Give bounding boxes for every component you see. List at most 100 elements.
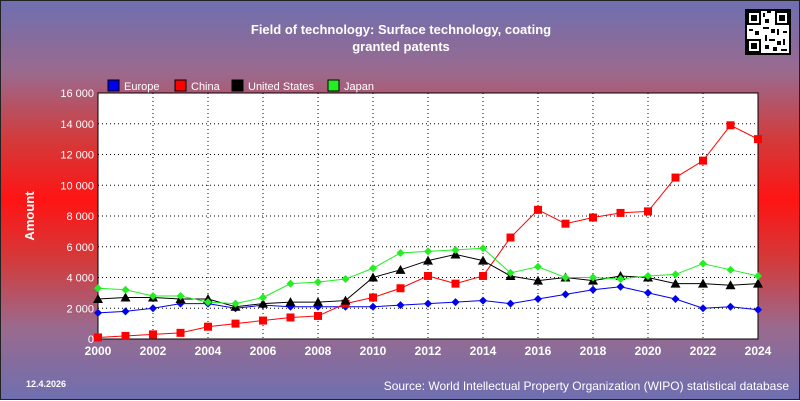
data-point	[561, 219, 570, 228]
legend-label: Japan	[344, 81, 374, 93]
data-point	[314, 311, 322, 320]
data-point	[424, 247, 432, 256]
data-point	[204, 322, 212, 331]
data-point	[424, 299, 432, 308]
data-point	[506, 299, 515, 308]
legend-swatch	[231, 79, 244, 92]
data-point	[423, 255, 433, 265]
y-axis-label: Amount	[22, 191, 37, 241]
data-point	[176, 291, 185, 300]
data-point	[670, 278, 681, 288]
data-point	[534, 295, 542, 304]
data-point	[121, 285, 130, 294]
data-point	[533, 275, 543, 285]
data-point	[644, 288, 652, 297]
data-point	[725, 280, 736, 290]
data-point	[534, 205, 542, 214]
data-point	[231, 299, 240, 308]
chart-title: Field of technology: Surface technology,…	[250, 22, 552, 37]
data-point	[754, 271, 762, 280]
data-point	[479, 271, 487, 280]
data-point	[754, 135, 762, 144]
date-label: 12.4.2026	[26, 379, 67, 389]
data-point	[616, 275, 625, 284]
data-point	[396, 301, 405, 310]
data-point	[204, 298, 212, 307]
y-tick-label: 16 000	[60, 88, 94, 100]
data-point	[94, 333, 102, 342]
data-point	[699, 259, 707, 268]
data-point	[450, 249, 461, 259]
legend-swatch	[174, 79, 187, 92]
data-point	[396, 248, 405, 257]
data-point	[259, 293, 267, 302]
data-point	[451, 279, 460, 288]
data-point	[259, 316, 267, 325]
data-point	[589, 285, 597, 294]
data-point	[231, 319, 240, 328]
data-point	[94, 308, 102, 317]
data-point	[424, 271, 432, 280]
x-tick-label: 2004	[195, 344, 222, 358]
data-point	[149, 291, 157, 300]
data-point	[258, 298, 268, 308]
data-point	[121, 331, 130, 340]
data-point	[340, 295, 351, 305]
data-point	[313, 297, 323, 307]
legend-label: United States	[248, 81, 315, 93]
data-point	[395, 264, 406, 274]
legend-swatch	[327, 79, 340, 92]
data-point	[726, 265, 735, 274]
data-point	[478, 255, 488, 265]
data-point	[671, 173, 680, 182]
data-point	[94, 284, 102, 293]
legend-label: Europe	[124, 81, 159, 93]
data-point	[616, 208, 625, 217]
data-point	[121, 307, 130, 316]
data-point	[616, 282, 625, 291]
x-tick-label: 2024	[745, 344, 772, 358]
data-point	[726, 121, 735, 130]
data-point	[671, 295, 680, 304]
data-point	[589, 273, 597, 282]
qr-code-icon	[745, 9, 791, 55]
data-point	[644, 207, 652, 216]
data-point	[451, 298, 460, 307]
data-point	[479, 296, 487, 305]
y-tick-label: 12 000	[60, 150, 94, 162]
x-tick-label: 2014	[470, 344, 497, 358]
data-point	[286, 279, 295, 288]
data-point	[753, 278, 763, 288]
data-point	[369, 293, 377, 302]
y-tick-label: 10 000	[60, 180, 94, 192]
data-point	[120, 292, 131, 302]
x-tick-label: 2012	[415, 344, 442, 358]
data-point	[176, 328, 185, 337]
data-point	[506, 233, 515, 242]
data-point	[396, 284, 405, 293]
source-label: Source: World Intellectual Property Orga…	[383, 379, 789, 393]
x-tick-label: 2008	[305, 344, 332, 358]
data-point	[368, 272, 378, 282]
data-point	[754, 305, 762, 314]
y-tick-label: 0	[88, 334, 94, 346]
data-point	[149, 304, 157, 313]
data-point	[644, 271, 652, 280]
data-point	[561, 273, 570, 282]
y-tick-label: 8 000	[66, 211, 94, 223]
data-point	[93, 294, 103, 304]
data-point	[369, 264, 377, 273]
x-tick-label: 2020	[635, 344, 662, 358]
x-tick-label: 2006	[250, 344, 277, 358]
data-point	[726, 302, 735, 311]
x-tick-label: 2010	[360, 344, 387, 358]
data-point	[699, 156, 707, 165]
y-tick-label: 2 000	[66, 303, 94, 315]
legend-swatch	[107, 79, 120, 92]
y-tick-label: 6 000	[66, 242, 94, 254]
data-point	[451, 245, 460, 254]
data-point	[149, 330, 157, 339]
data-point	[314, 278, 322, 287]
